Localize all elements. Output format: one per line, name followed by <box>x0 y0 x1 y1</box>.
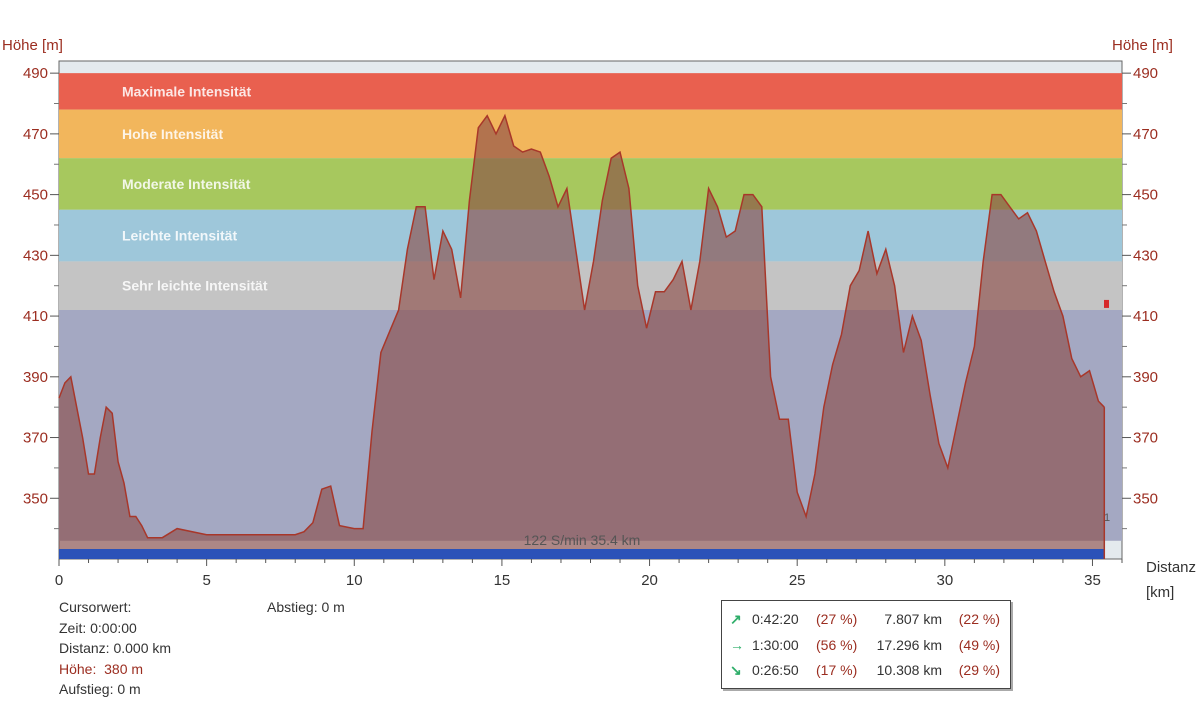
arrow-right-icon: → <box>730 637 744 653</box>
x-tick-label: 20 <box>641 572 658 589</box>
cursor-distance: Distanz: 0.000 km <box>59 640 172 656</box>
arrow-up-icon: ↗ <box>730 611 742 627</box>
zone-label: Sehr leichte Intensität <box>122 278 268 294</box>
elevation-profile <box>58 113 1109 559</box>
end-marker <box>1104 299 1109 308</box>
y-tick-label: 410 <box>1133 308 1158 325</box>
cursor-title: Cursorwert: <box>59 599 132 615</box>
zone-band <box>59 158 1122 210</box>
y-tick-label: 350 <box>23 490 48 507</box>
summary-row-ascent: ↗ 0:42:20 (27 %) 7.807 km (22 %) <box>730 611 1000 627</box>
y-tick-label: 370 <box>23 430 48 447</box>
cursor-descent: Abstieg: 0 m <box>267 599 345 615</box>
summary-row-flat: → 1:30:00 (56 %) 17.296 km (49 %) <box>730 637 1000 653</box>
x-axis-label: Distanz <box>1146 559 1196 576</box>
cursor-info: Cursorwert: Zeit: 0:00:00 Distanz: 0.000… <box>59 597 171 700</box>
cursor-ascent: Aufstieg: 0 m <box>59 681 141 697</box>
y-tick-label: 450 <box>23 187 48 204</box>
x-tick-label: 30 <box>936 572 953 589</box>
y-tick-label: 390 <box>23 369 48 386</box>
cursor-altitude: Höhe: 380 m <box>59 660 144 677</box>
profile-fill <box>59 115 1105 549</box>
zone-band <box>59 109 1122 159</box>
zone-label: Hohe Intensität <box>122 126 223 142</box>
zone-label: Moderate Intensität <box>122 176 251 192</box>
zone-band <box>59 73 1122 110</box>
zone-band <box>59 209 1122 262</box>
bottom-bar <box>59 549 1105 559</box>
x-axis-unit: [km] <box>1146 584 1174 600</box>
x-tick-label: 5 <box>202 572 210 589</box>
y-tick-label: 410 <box>23 308 48 325</box>
x-tick-label: 25 <box>789 572 806 589</box>
summary-box: ↗ 0:42:20 (27 %) 7.807 km (22 %) → 1:30:… <box>721 600 1011 689</box>
y-tick-label: 430 <box>23 247 48 264</box>
elevation-chart[interactable]: Maximale Intensität Hohe Intensität Modera… <box>0 0 1202 600</box>
y-tick-label: 350 <box>1133 490 1158 507</box>
x-tick-label: 15 <box>494 572 511 589</box>
cursor-time: Zeit: 0:00:00 <box>59 619 137 636</box>
y-tick-label: 490 <box>1133 65 1158 82</box>
end-note-label: 1 <box>1104 512 1110 524</box>
y-tick-label: 490 <box>23 65 48 82</box>
zone-label: Maximale Intensität <box>122 83 251 99</box>
y-tick-label: 450 <box>1133 187 1158 204</box>
y-tick-label: 470 <box>23 126 48 143</box>
zone-label: Leichte Intensität <box>122 228 237 244</box>
y-tick-label: 390 <box>1133 369 1158 386</box>
y-tick-label: 430 <box>1133 247 1158 264</box>
status-text: 122 S/min 35.4 km <box>524 532 641 548</box>
x-tick-label: 0 <box>55 572 63 589</box>
y-tick-label: 370 <box>1133 430 1158 447</box>
y-axis-label-right: Höhe [m] <box>1112 37 1173 54</box>
x-tick-label: 10 <box>346 572 363 589</box>
y-tick-label: 470 <box>1133 126 1158 143</box>
y-axis-label-left: Höhe [m] <box>2 37 63 54</box>
profile-line <box>58 113 1105 539</box>
x-tick-label: 35 <box>1084 572 1101 589</box>
summary-row-descent: ↘ 0:26:50 (17 %) 10.308 km (29 %) <box>730 662 1000 678</box>
arrow-down-icon: ↘ <box>730 662 742 678</box>
